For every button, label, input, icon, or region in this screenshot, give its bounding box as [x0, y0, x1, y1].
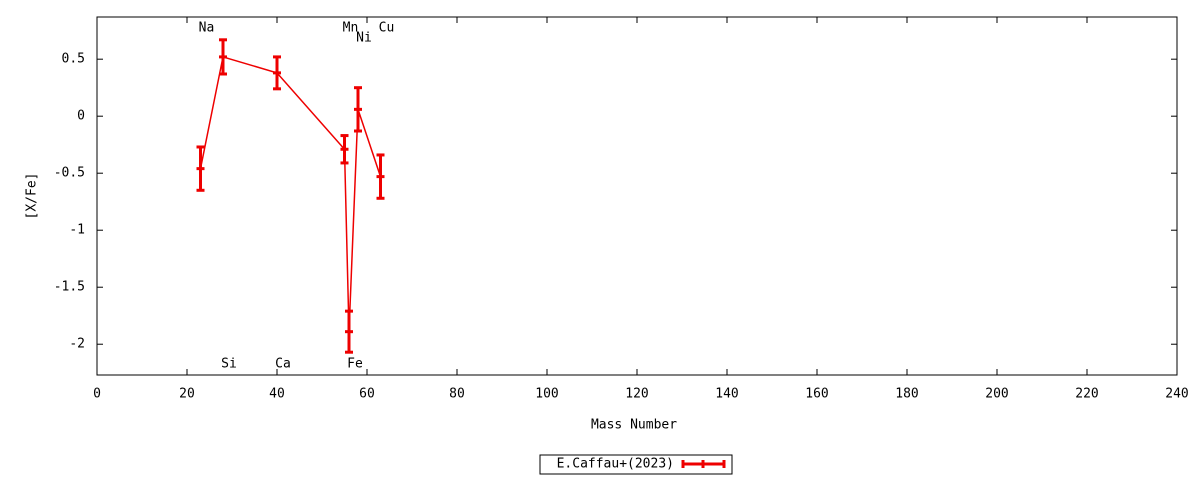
x-tick-label: 220	[1075, 387, 1098, 402]
element-label: Fe	[347, 357, 363, 372]
error-bar	[376, 153, 385, 200]
x-tick-label: 120	[625, 387, 648, 402]
plot-frame	[96, 16, 1178, 376]
element-label: Si	[221, 357, 237, 372]
x-tick-label: 80	[449, 387, 465, 402]
x-tick-label: 140	[715, 387, 738, 402]
x-tick-label: 0	[93, 387, 101, 402]
error-bar	[340, 134, 349, 165]
y-axis-label: [X/Fe]	[25, 173, 40, 220]
x-tick-label: 180	[895, 387, 918, 402]
y-tick-label: -1	[69, 223, 85, 238]
element-label: Ni	[356, 31, 372, 46]
error-bar	[273, 55, 281, 91]
error-bar	[196, 145, 205, 192]
element-label: Cu	[379, 21, 395, 36]
y-tick-label: -2	[69, 337, 85, 352]
legend-box	[539, 454, 733, 475]
x-tick-label: 20	[179, 387, 195, 402]
x-tick-label: 100	[535, 387, 558, 402]
element-label: Ca	[275, 357, 291, 372]
x-tick-label: 60	[359, 387, 375, 402]
element-label: Na	[199, 21, 215, 36]
y-tick-label: 0.5	[62, 52, 85, 67]
error-bar	[354, 86, 362, 133]
y-tick-label: -0.5	[54, 166, 85, 181]
element-label: Mn	[343, 21, 359, 36]
legend-label: E.Caffau+(2023)	[557, 457, 674, 472]
x-tick-label: 200	[985, 387, 1008, 402]
data-line	[199, 55, 382, 332]
y-tick-label: -1.5	[54, 280, 85, 295]
x-tick-label: 160	[805, 387, 828, 402]
error-bar	[219, 38, 227, 76]
x-axis-label: Mass Number	[591, 418, 677, 433]
y-tick-label: 0	[77, 109, 85, 124]
x-tick-label: 240	[1165, 387, 1188, 402]
x-tick-label: 40	[269, 387, 285, 402]
error-bar	[345, 309, 353, 354]
